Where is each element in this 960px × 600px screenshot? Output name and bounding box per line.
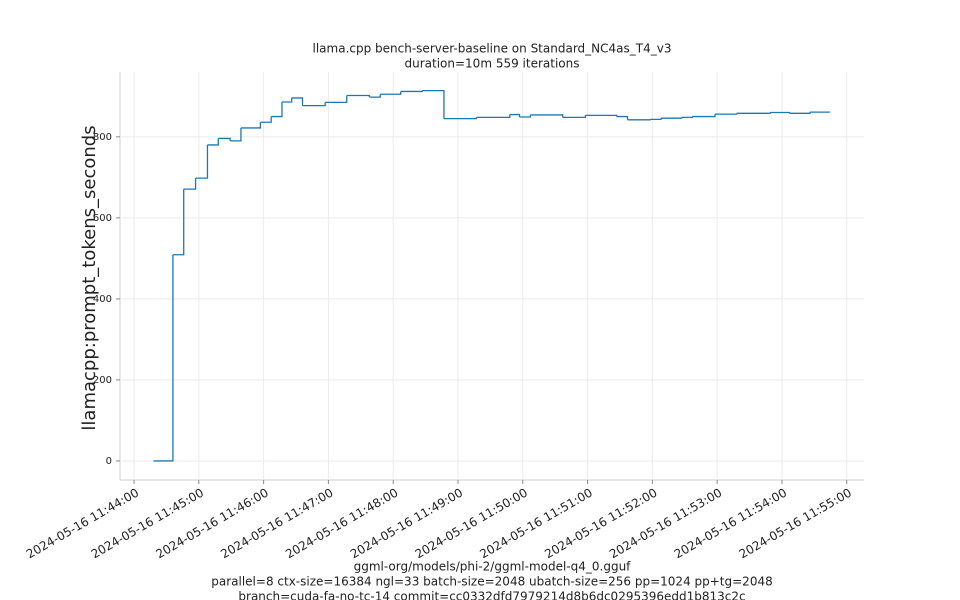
line-step xyxy=(585,114,618,117)
line-step xyxy=(369,94,381,98)
y-tick-label: 400 xyxy=(93,294,112,305)
x-tick-label: 2024-05-16 11:55:00 xyxy=(737,486,854,562)
line-step xyxy=(789,112,811,114)
line-step xyxy=(400,90,424,93)
line-step xyxy=(195,144,209,179)
line-step xyxy=(650,118,662,121)
x-tick-label: 2024-05-16 11:52:00 xyxy=(542,486,659,562)
x-tick-label: 2024-05-16 11:48:00 xyxy=(283,486,400,562)
x-tick-label: 2024-05-16 11:53:00 xyxy=(607,486,724,562)
x-axis-label: branch=cuda-fa-no-tc-14 commit=cc0332dfd… xyxy=(238,590,745,600)
line-step xyxy=(736,112,771,114)
line-step xyxy=(714,113,738,115)
x-tick-label: 2024-05-16 11:54:00 xyxy=(672,486,789,562)
line-step xyxy=(770,111,791,114)
line-step xyxy=(509,113,521,117)
line-step xyxy=(616,115,629,120)
x-tick-label: 2024-05-16 11:49:00 xyxy=(348,486,465,562)
line-step xyxy=(302,102,326,107)
line-step xyxy=(183,178,197,190)
line-step xyxy=(476,114,511,119)
line-step xyxy=(271,101,283,118)
line-step xyxy=(530,114,564,118)
chart-title: llama.cpp bench-server-baseline on Stand… xyxy=(313,42,672,56)
line-step xyxy=(260,116,272,123)
line-step xyxy=(240,122,262,129)
x-tick-label: 2024-05-16 11:50:00 xyxy=(413,486,530,562)
x-tick-label: 2024-05-16 11:45:00 xyxy=(89,486,206,562)
x-axis-label: ggml-org/models/phi-2/ggml-model-q4_0.gg… xyxy=(354,560,632,574)
chart-subtitle: duration=10m 559 iterations xyxy=(405,57,580,71)
line-step xyxy=(172,189,185,256)
line-step xyxy=(291,97,304,106)
y-tick-label: 600 xyxy=(93,213,112,224)
line-step xyxy=(660,117,683,119)
line-step xyxy=(281,97,293,103)
x-tick-label: 2024-05-16 11:44:00 xyxy=(24,486,141,562)
y-tick-label: 200 xyxy=(93,375,112,386)
line-step xyxy=(380,91,402,95)
x-axis-label: parallel=8 ctx-size=16384 ngl=33 batch-s… xyxy=(211,575,772,589)
x-tick-label: 2024-05-16 11:51:00 xyxy=(477,486,594,562)
line-step xyxy=(346,94,371,98)
line-step xyxy=(443,117,477,120)
y-tick-label: 0 xyxy=(106,456,112,467)
x-tick-label: 2024-05-16 11:46:00 xyxy=(153,486,270,562)
line-step xyxy=(692,114,716,118)
line-step xyxy=(153,254,174,462)
line-step xyxy=(562,115,587,119)
y-axis-label: llamacpp:prompt_tokens_seconds xyxy=(79,125,100,430)
line-step xyxy=(325,95,348,104)
line-step xyxy=(218,137,231,141)
line-step xyxy=(681,116,693,119)
line-step xyxy=(207,138,219,146)
y-tick-label: 800 xyxy=(93,132,112,143)
line-step xyxy=(519,114,531,118)
line-step xyxy=(422,89,445,119)
x-tick-label: 2024-05-16 11:47:00 xyxy=(218,486,335,562)
line-step xyxy=(230,127,242,142)
